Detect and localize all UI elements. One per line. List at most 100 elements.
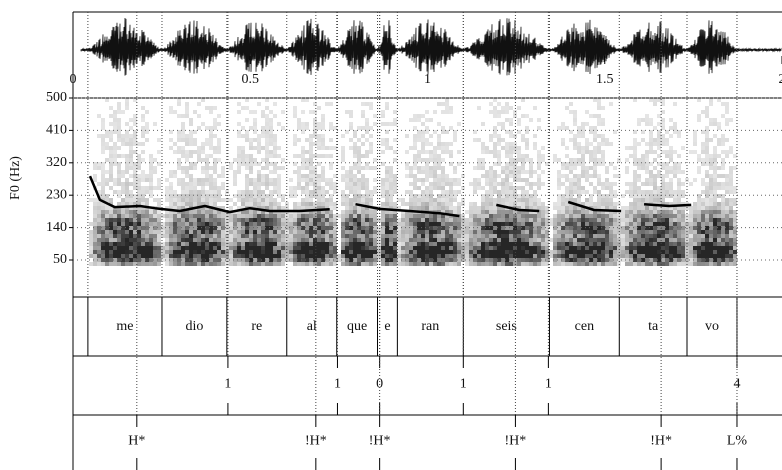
spectrogram-cell	[437, 158, 441, 162]
spectrogram-cell	[509, 250, 513, 254]
spectrogram-cell	[185, 234, 189, 238]
spectrogram-cell	[705, 218, 709, 222]
spectrogram-cell	[621, 234, 625, 238]
spectrogram-cell	[277, 246, 281, 250]
spectrogram-cell	[393, 190, 397, 194]
spectrogram-cell	[265, 150, 269, 154]
spectrogram-cell	[361, 134, 365, 138]
spectrogram-cell	[413, 186, 417, 190]
spectrogram-cell	[361, 178, 365, 182]
spectrogram-cell	[197, 194, 201, 198]
spectrogram-cell	[277, 202, 281, 206]
spectrogram-cell	[481, 250, 485, 254]
spectrogram-cell	[177, 166, 181, 170]
spectrogram-cell	[329, 202, 333, 206]
spectrogram-cell	[537, 150, 541, 154]
spectrogram-cell	[505, 230, 509, 234]
spectrogram-cell	[713, 178, 717, 182]
spectrogram-cell	[205, 238, 209, 242]
spectrogram-cell	[317, 154, 321, 158]
spectrogram-cell	[313, 186, 317, 190]
spectrogram-cell	[165, 242, 169, 246]
spectrogram-cell	[633, 190, 637, 194]
spectrogram-cell	[153, 242, 157, 246]
spectrogram-cell	[309, 234, 313, 238]
spectrogram-cell	[633, 214, 637, 218]
spectrogram-cell	[449, 150, 453, 154]
spectrogram-cell	[709, 206, 713, 210]
spectrogram-cell	[513, 198, 517, 202]
spectrogram-cell	[281, 230, 285, 234]
spectrogram-cell	[357, 226, 361, 230]
spectrogram-cell	[537, 262, 541, 266]
spectrogram-cell	[593, 130, 597, 134]
spectrogram-cell	[265, 242, 269, 246]
spectrogram-cell	[185, 210, 189, 214]
spectrogram-cell	[661, 138, 665, 142]
spectrogram-cell	[381, 226, 385, 230]
spectrogram-cell	[173, 110, 177, 114]
spectrogram-cell	[497, 246, 501, 250]
spectrogram-cell	[693, 246, 697, 250]
spectrogram-cell	[261, 206, 265, 210]
spectrogram-cell	[541, 254, 545, 258]
spectrogram-cell	[369, 242, 373, 246]
spectrogram-cell	[433, 238, 437, 242]
syllable-label: seis	[496, 319, 517, 334]
spectrogram-cell	[401, 230, 405, 234]
spectrogram-cell	[217, 138, 221, 142]
spectrogram-cell	[197, 262, 201, 266]
spectrogram-cell	[309, 214, 313, 218]
spectrogram-cell	[673, 214, 677, 218]
spectrogram-cell	[485, 194, 489, 198]
spectrogram-cell	[125, 190, 129, 194]
spectrogram-cell	[657, 262, 661, 266]
spectrogram-cell	[345, 238, 349, 242]
spectrogram-cell	[317, 122, 321, 126]
spectrogram-cell	[137, 210, 141, 214]
spectrogram-cell	[357, 214, 361, 218]
spectrogram-cell	[589, 250, 593, 254]
spectrogram-cell	[517, 246, 521, 250]
spectrogram-cell	[677, 162, 681, 166]
spectrogram-cell	[505, 194, 509, 198]
spectrogram-cell	[713, 258, 717, 262]
spectrogram-cell	[385, 138, 389, 142]
spectrogram-cell	[357, 230, 361, 234]
spectrogram-cell	[357, 162, 361, 166]
spectrogram-cell	[641, 230, 645, 234]
spectrogram-cell	[521, 234, 525, 238]
spectrogram-cell	[301, 262, 305, 266]
spectrogram-cell	[125, 138, 129, 142]
spectrogram-cell	[145, 186, 149, 190]
spectrogram-cell	[369, 214, 373, 218]
spectrogram-cell	[569, 190, 573, 194]
spectrogram-cell	[193, 262, 197, 266]
spectrogram-cell	[137, 262, 141, 266]
spectrogram-cell	[689, 222, 693, 226]
spectrogram-cell	[425, 234, 429, 238]
spectrogram-cell	[661, 210, 665, 214]
spectrogram-cell	[233, 250, 237, 254]
spectrogram-cell	[121, 198, 125, 202]
spectrogram-cell	[141, 246, 145, 250]
spectrogram-cell	[445, 254, 449, 258]
spectrogram-cell	[597, 202, 601, 206]
spectrogram-cell	[697, 242, 701, 246]
spectrogram-cell	[589, 198, 593, 202]
spectrogram-cell	[709, 122, 713, 126]
spectrogram-cell	[317, 242, 321, 246]
spectrogram-cell	[537, 230, 541, 234]
spectrogram-cell	[601, 194, 605, 198]
spectrogram-cell	[725, 234, 729, 238]
spectrogram-cell	[705, 142, 709, 146]
spectrogram-cell	[253, 194, 257, 198]
spectrogram-cell	[645, 162, 649, 166]
spectrogram-cell	[209, 198, 213, 202]
spectrogram-cell	[261, 226, 265, 230]
spectrogram-cell	[133, 210, 137, 214]
spectrogram-cell	[593, 250, 597, 254]
spectrogram-cell	[169, 258, 173, 262]
spectrogram-cell	[641, 158, 645, 162]
spectrogram-cell	[369, 234, 373, 238]
